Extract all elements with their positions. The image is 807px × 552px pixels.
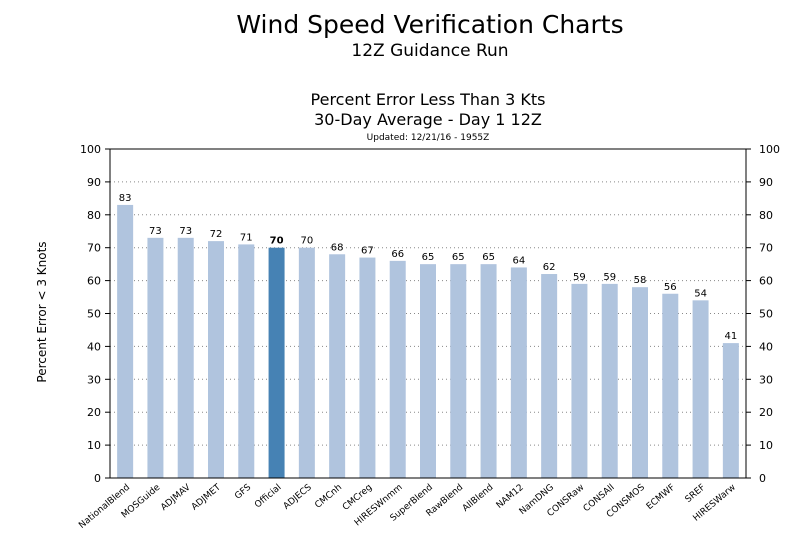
y-tick-label-left: 100 [80, 143, 101, 156]
y-tick-label-left: 40 [87, 340, 101, 353]
bar [359, 257, 376, 478]
bar-value-label: 83 [119, 193, 132, 204]
bar-value-label: 59 [603, 272, 616, 283]
bar-value-label: 65 [482, 252, 495, 263]
chart-title: Percent Error Less Than 3 Kts [310, 90, 546, 109]
bar [238, 244, 255, 478]
x-category-label: ADJMAV [159, 482, 193, 513]
x-category-label: ECMWF [645, 483, 677, 512]
x-category-label: AllBlend [461, 483, 496, 514]
x-category-label: CMCnh [313, 483, 344, 511]
bar [208, 241, 224, 478]
bar [420, 264, 436, 478]
y-tick-label-right: 80 [759, 209, 773, 222]
bar-value-label: 64 [512, 255, 525, 266]
bar-value-label: 67 [361, 246, 374, 257]
y-tick-label-right: 20 [759, 406, 773, 419]
bar-value-label: 58 [634, 275, 647, 286]
bar-value-label: 59 [573, 272, 586, 283]
bar-value-label: 66 [391, 249, 404, 260]
y-tick-label-left: 30 [87, 373, 101, 386]
x-category-label: GFS [233, 482, 253, 501]
y-tick-label-right: 40 [759, 340, 773, 353]
bar-value-label: 41 [724, 331, 737, 342]
bar-value-label: 73 [149, 226, 162, 237]
y-tick-label-right: 60 [759, 275, 773, 288]
updated-timestamp: Updated: 12/21/16 - 1955Z [366, 133, 490, 143]
y-tick-label-left: 60 [87, 275, 101, 288]
plot-frame [109, 148, 747, 479]
y-tick-label-left: 0 [94, 472, 101, 485]
x-category-label: ADJMET [190, 482, 223, 512]
bar [480, 264, 497, 478]
bar [601, 283, 618, 478]
y-tick-label-left: 20 [87, 406, 101, 419]
bar-value-label: 72 [210, 229, 223, 240]
bar-value-label: 54 [694, 288, 707, 299]
y-tick-label-left: 10 [87, 439, 101, 452]
bar-value-label: 73 [179, 226, 192, 237]
chart-subtitle: 30-Day Average - Day 1 12Z [314, 110, 542, 129]
bar [298, 247, 315, 478]
bar [389, 260, 406, 478]
x-category-label: SREF [684, 483, 708, 505]
x-category-label: NationalBlend [77, 483, 132, 531]
bar [268, 247, 285, 478]
y-tick-label-right: 10 [759, 439, 773, 452]
page-subtitle: 12Z Guidance Run [351, 41, 509, 61]
bar [632, 287, 648, 478]
y-tick-label-right: 50 [759, 308, 773, 321]
bar [450, 264, 467, 478]
page-title: Wind Speed Verification Charts [236, 10, 624, 39]
bar-value-label: 62 [543, 262, 556, 273]
y-tick-label-right: 100 [759, 143, 780, 156]
bar [722, 343, 739, 478]
bar [541, 274, 558, 478]
x-category-label: ADJECS [282, 482, 314, 511]
bar-value-label: 70 [300, 236, 313, 247]
bar-value-label: 65 [422, 252, 435, 263]
bar-value-label: 70 [270, 236, 284, 247]
y-tick-label-left: 50 [87, 308, 101, 321]
y-tick-label-right: 90 [759, 176, 773, 189]
bar [117, 204, 134, 478]
y-tick-label-left: 80 [87, 209, 101, 222]
y-tick-label-right: 0 [759, 472, 766, 485]
bar [177, 237, 194, 478]
y-tick-label-left: 70 [87, 242, 101, 255]
bar-value-label: 71 [240, 232, 253, 243]
bar [147, 237, 164, 478]
bar-value-label: 56 [664, 282, 677, 293]
bar [662, 293, 679, 478]
bar-value-label: 65 [452, 252, 465, 263]
bar [510, 267, 527, 478]
y-tick-label-left: 90 [87, 176, 101, 189]
x-category-label: Official [253, 483, 283, 511]
bar [692, 300, 709, 478]
bar [571, 283, 588, 478]
y-tick-label-right: 70 [759, 242, 773, 255]
bar-value-label: 68 [331, 242, 344, 253]
bar [329, 254, 346, 478]
y-tick-label-right: 30 [759, 373, 773, 386]
